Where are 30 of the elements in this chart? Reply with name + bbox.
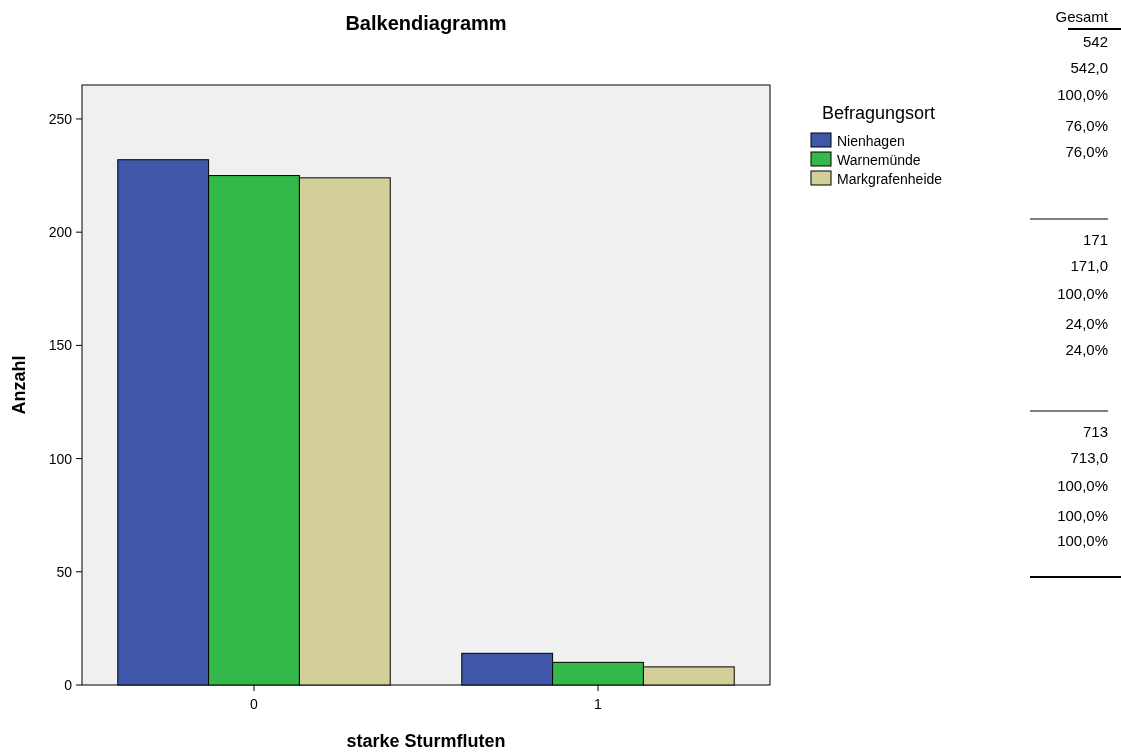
legend-label: Warnemünde: [837, 152, 921, 168]
text: 24,0%: [1065, 341, 1108, 358]
text: 100,0%: [1057, 507, 1108, 524]
y-tick-label: 50: [56, 563, 73, 580]
chart-title: Balkendiagramm: [345, 12, 507, 34]
x-axis-title: starke Sturmfluten: [346, 731, 506, 751]
y-tick-label: 0: [64, 677, 73, 693]
text: 542,0: [1070, 59, 1108, 76]
text: 100,0%: [1057, 285, 1108, 302]
y-tick-label: 250: [48, 110, 73, 127]
text: 171,0: [1070, 257, 1108, 274]
text: 100,0%: [1057, 477, 1108, 494]
y-tick-label: 200: [48, 224, 73, 241]
text: 100,0%: [1057, 86, 1108, 103]
text: 171: [1082, 231, 1108, 248]
text: 713: [1082, 423, 1108, 440]
text: 713,0: [1070, 449, 1108, 466]
y-axis-title: Anzahl: [9, 355, 29, 415]
y-tick-label: 150: [48, 337, 73, 354]
text: 24,0%: [1065, 315, 1108, 332]
y-tick-label: 100: [48, 450, 73, 467]
legend-title: Befragungsort: [822, 103, 936, 123]
text: Gesamt: [1055, 8, 1109, 25]
text: 100,0%: [1057, 532, 1108, 549]
text: 76,0%: [1065, 143, 1108, 160]
text: 542: [1082, 33, 1108, 50]
x-tick-label: 1: [594, 696, 603, 712]
legend-label: Nienhagen: [837, 133, 905, 149]
legend-label: Markgrafenheide: [837, 171, 943, 187]
text: 76,0%: [1065, 117, 1108, 134]
